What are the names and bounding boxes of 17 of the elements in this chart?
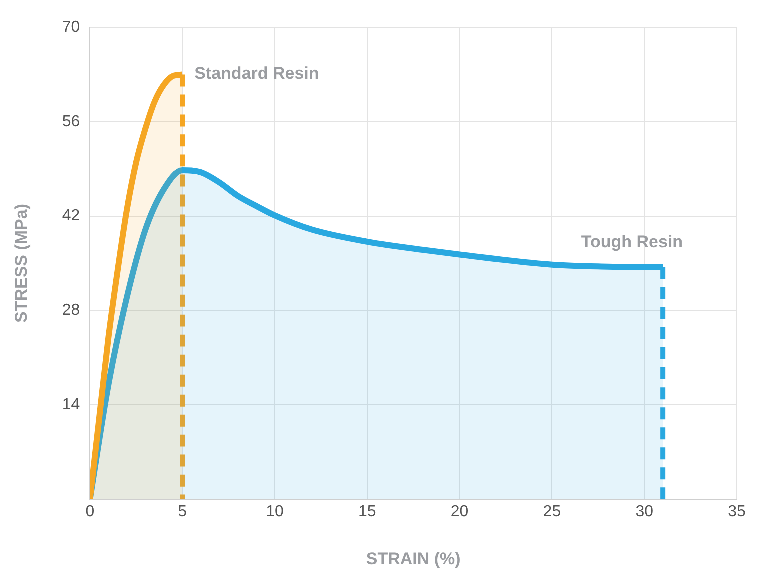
x-axis-title: STRAIN (%): [366, 549, 461, 568]
x-tick-label: 15: [358, 503, 376, 520]
x-tick-label: 35: [728, 503, 746, 520]
x-tick-label: 20: [450, 503, 469, 520]
x-tick-label: 0: [86, 503, 95, 520]
x-tick-label: 30: [636, 503, 654, 520]
y-tick-label: 28: [62, 302, 80, 320]
series-label: Tough Resin: [581, 232, 684, 252]
x-tick-label: 25: [543, 503, 562, 520]
y-axis-title: STRESS (MPa): [12, 204, 31, 324]
y-tick-label: 70: [62, 19, 80, 36]
x-tick-label: 5: [178, 503, 188, 520]
y-tick-label: 56: [62, 113, 80, 130]
series-label: Standard Resin: [194, 64, 320, 83]
x-tick-label: 10: [266, 503, 284, 520]
y-tick-label: 14: [62, 396, 80, 414]
y-tick-label: 42: [62, 208, 80, 225]
